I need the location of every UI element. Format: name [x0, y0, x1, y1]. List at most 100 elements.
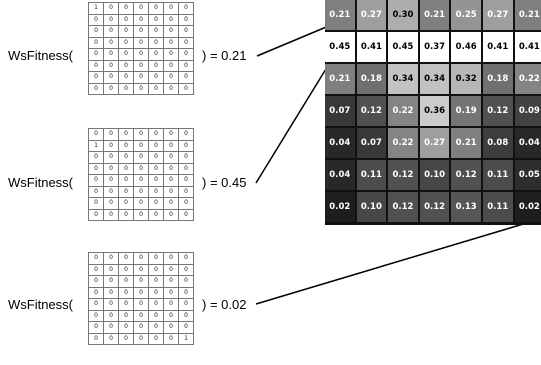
grid-cell: 0: [164, 310, 179, 322]
grid-cell: 0: [149, 49, 164, 61]
grid-cell: 0: [164, 26, 179, 38]
grid-cell: 0: [164, 37, 179, 49]
grid-cell: 0: [134, 299, 149, 311]
grid-cell: 0: [119, 163, 134, 175]
fitness-heatmap: 0.21 0.27 0.30 0.21 0.25 0.27 0.21 0.45 0.41 0.45…: [325, 0, 541, 225]
grid-cell: 0: [104, 37, 119, 49]
grid-cell: 0: [164, 72, 179, 84]
grid-cell: 0: [134, 49, 149, 61]
grid-cell: 0: [134, 322, 149, 334]
grid-cell: 0: [104, 163, 119, 175]
heatmap-cell: 0.25: [451, 0, 483, 32]
grid-cell: 0: [134, 264, 149, 276]
grid-cell: 0: [119, 198, 134, 210]
heatmap-cell: 0.22: [388, 128, 420, 160]
grid-cell: 0: [179, 14, 194, 26]
grid-cell: 0: [149, 163, 164, 175]
grid-cell: 0: [179, 186, 194, 198]
grid-cell: 0: [119, 152, 134, 164]
grid-cell: 0: [149, 129, 164, 141]
grid-cell: 0: [164, 3, 179, 15]
grid-cell: 0: [89, 198, 104, 210]
grid-cell: 0: [179, 322, 194, 334]
heatmap-cell: 0.12: [388, 192, 420, 224]
grid-cell: 0: [104, 83, 119, 95]
grid-cell: 0: [119, 72, 134, 84]
grid-cell: 0: [119, 333, 134, 345]
heatmap-cell: 0.18: [482, 64, 515, 96]
grid-cell: 0: [119, 3, 134, 15]
grid-cell: 0: [149, 152, 164, 164]
grid-cell: 0: [119, 299, 134, 311]
grid-cell: 0: [104, 152, 119, 164]
grid-cell: 0: [89, 152, 104, 164]
grid-cell: 0: [119, 60, 134, 72]
grid-cell: 0: [89, 49, 104, 61]
grid-cell: 0: [134, 152, 149, 164]
grid-cell: 0: [104, 198, 119, 210]
grid-cell: 1: [89, 140, 104, 152]
grid-cell: 0: [149, 310, 164, 322]
heatmap-cell: 0.04: [325, 128, 357, 160]
grid-cell: 0: [149, 83, 164, 95]
grid-cell: 0: [149, 37, 164, 49]
grid-cell: 0: [104, 287, 119, 299]
grid-cell: 0: [134, 253, 149, 265]
grid-cell: 0: [89, 253, 104, 265]
heatmap-cell: 0.32: [451, 64, 483, 96]
grid-cell: 0: [179, 264, 194, 276]
grid-cell: 0: [104, 209, 119, 221]
grid-cell: 0: [89, 276, 104, 288]
grid-cell: 0: [89, 37, 104, 49]
grid-cell: 0: [119, 175, 134, 187]
grid-cell: 0: [104, 60, 119, 72]
grid-cell: 0: [119, 276, 134, 288]
grid-cell: 0: [164, 299, 179, 311]
grid-cell: 0: [179, 60, 194, 72]
grid-cell: 0: [149, 322, 164, 334]
heatmap-cell: 0.04: [325, 160, 357, 192]
heatmap-cell: 0.12: [451, 160, 483, 192]
grid-cell: 0: [89, 299, 104, 311]
heatmap-cell: 0.04: [514, 128, 541, 160]
grid-cell: 0: [119, 26, 134, 38]
grid-cell: 0: [134, 140, 149, 152]
grid-cell: 0: [104, 175, 119, 187]
grid-cell: 0: [164, 264, 179, 276]
grid-cell: 0: [164, 276, 179, 288]
heatmap-cell: 0.27: [419, 128, 452, 160]
grid-cell: 0: [179, 26, 194, 38]
grid-cell: 0: [104, 72, 119, 84]
heatmap-cell: 0.13: [451, 192, 483, 224]
grid-cell: 0: [149, 299, 164, 311]
grid-cell: 0: [164, 140, 179, 152]
grid-cell: 0: [149, 3, 164, 15]
grid-cell: 0: [89, 264, 104, 276]
grid-cell: 1: [89, 3, 104, 15]
grid-cell: 0: [119, 209, 134, 221]
grid-cell: 0: [179, 37, 194, 49]
grid-cell: 0: [134, 276, 149, 288]
grid-cell: 0: [119, 140, 134, 152]
grid-cell: 0: [149, 276, 164, 288]
heatmap-cell: 0.09: [514, 96, 541, 128]
grid-cell: 0: [89, 26, 104, 38]
grid-cell: 0: [134, 129, 149, 141]
grid-cell: 0: [119, 253, 134, 265]
grid-cell: 0: [89, 186, 104, 198]
heatmap-cell: 0.02: [514, 192, 541, 224]
grid-cell: 0: [89, 83, 104, 95]
grid-cell: 0: [149, 60, 164, 72]
grid-cell: 0: [134, 209, 149, 221]
grid-cell: 0: [134, 72, 149, 84]
grid-cell: 0: [179, 49, 194, 61]
heatmap-cell: 0.07: [356, 128, 389, 160]
heatmap-cell: 0.10: [419, 160, 452, 192]
grid-cell: 0: [179, 276, 194, 288]
grid-cell: 0: [119, 37, 134, 49]
grid-cell: 0: [119, 83, 134, 95]
grid-cell: 0: [164, 175, 179, 187]
heatmap-cell: 0.05: [514, 160, 541, 192]
